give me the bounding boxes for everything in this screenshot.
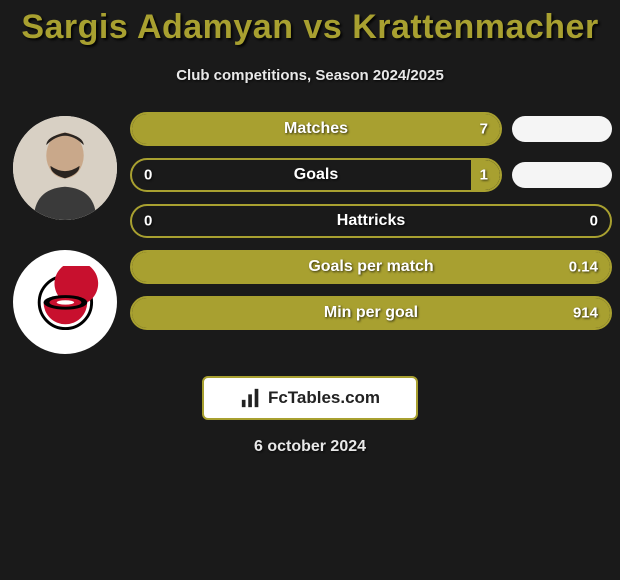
player1-avatar xyxy=(13,116,117,220)
stat-value-right: 7 xyxy=(480,121,488,138)
bar-chart-icon xyxy=(240,387,262,409)
stat-row: Goals per match 0.14 xyxy=(130,250,612,284)
avatars-column xyxy=(0,112,130,354)
page-title: Sargis Adamyan vs Krattenmacher xyxy=(0,0,620,47)
stat-value-left: 0 xyxy=(144,167,152,184)
subtitle: Club competitions, Season 2024/2025 xyxy=(0,67,620,84)
person-icon xyxy=(13,116,117,220)
stat-label: Goals per match xyxy=(308,258,433,276)
stat-value-right: 914 xyxy=(573,305,598,322)
stat-label: Hattricks xyxy=(337,212,405,230)
comparison-section: Matches 7 0 Goals 1 0 Hattricks 0 Goals per matc… xyxy=(0,112,620,354)
stat-label: Goals xyxy=(294,166,338,184)
stat-value-right: 1 xyxy=(480,167,488,184)
stat-bar: Min per goal 914 xyxy=(130,296,612,330)
stats-column: Matches 7 0 Goals 1 0 Hattricks 0 Goals per matc… xyxy=(130,112,620,330)
stat-row: Min per goal 914 xyxy=(130,296,612,330)
stat-label: Matches xyxy=(284,120,348,138)
stat-value-right: 0 xyxy=(590,213,598,230)
stat-row: Matches 7 xyxy=(130,112,612,146)
date-text: 6 october 2024 xyxy=(0,438,620,456)
player2-avatar xyxy=(13,250,117,354)
stat-row: 0 Hattricks 0 xyxy=(130,204,612,238)
brand-badge[interactable]: FcTables.com xyxy=(202,376,418,420)
comparison-pill xyxy=(512,116,612,142)
stat-label: Min per goal xyxy=(324,304,418,322)
stat-bar: Matches 7 xyxy=(130,112,502,146)
comparison-pill xyxy=(512,162,612,188)
stat-value-right: 0.14 xyxy=(569,259,598,276)
stat-bar: 0 Hattricks 0 xyxy=(130,204,612,238)
stat-bar: 0 Goals 1 xyxy=(130,158,502,192)
hurricane-logo-icon xyxy=(29,266,102,339)
stat-value-left: 0 xyxy=(144,213,152,230)
brand-text: FcTables.com xyxy=(268,388,380,408)
stat-row: 0 Goals 1 xyxy=(130,158,612,192)
stat-bar: Goals per match 0.14 xyxy=(130,250,612,284)
